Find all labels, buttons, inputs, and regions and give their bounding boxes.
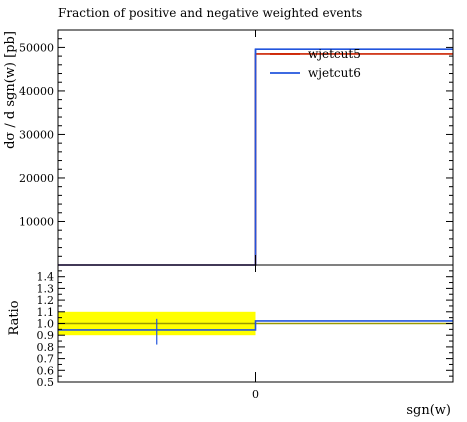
ratio-y-tick-label: 1.0 [37,318,55,331]
legend: wjetcut5 wjetcut6 [270,47,361,80]
ratio-y-tick-label: 1.1 [37,306,55,319]
ratio-y-tick-label: 0.6 [37,364,55,377]
ratio-x-tick-label: 0 [252,388,259,401]
main-y-axis-label: dσ / d sgn(w) [pb] [3,31,18,149]
ratio-y-tick-label: 0.9 [37,329,55,342]
legend-label-wjetcut5: wjetcut5 [308,47,361,61]
main-y-tick-label: 50000 [19,41,54,54]
main-y-tick-label: 30000 [19,128,54,141]
ratio-y-tick-label: 1.4 [37,271,55,284]
ratio-y-tick-label: 0.7 [37,353,55,366]
legend-label-wjetcut6: wjetcut6 [308,66,361,80]
main-y-tick-label: 10000 [19,215,54,228]
main-y-tick-label: 40000 [19,85,54,98]
x-axis-label: sgn(w) [406,403,451,418]
ratio-y-tick-label: 0.5 [37,376,55,389]
ratio-y-axis-label: Ratio [7,300,22,335]
ratio-y-tick-label: 1.3 [37,282,55,295]
ratio-panel: 0.50.60.70.80.91.01.11.21.31.4 0 Ratio s… [7,264,454,418]
chart-title: Fraction of positive and negative weight… [58,6,362,20]
ratio-y-tick-label: 1.2 [37,294,55,307]
ratio-y-tick-label: 0.8 [37,341,55,354]
main-y-tick-label: 20000 [19,172,54,185]
main-panel: 10000 20000 30000 40000 50000 dσ / d sgn(w) … [3,29,454,266]
